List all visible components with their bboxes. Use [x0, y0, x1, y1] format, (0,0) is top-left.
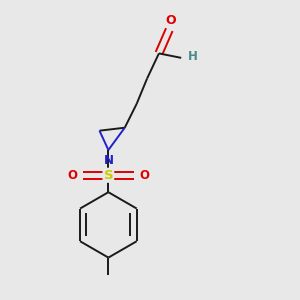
Text: O: O	[139, 169, 149, 182]
Text: O: O	[166, 14, 176, 27]
Text: S: S	[103, 169, 113, 182]
Text: H: H	[188, 50, 198, 63]
Text: N: N	[103, 154, 113, 166]
Text: O: O	[68, 169, 78, 182]
